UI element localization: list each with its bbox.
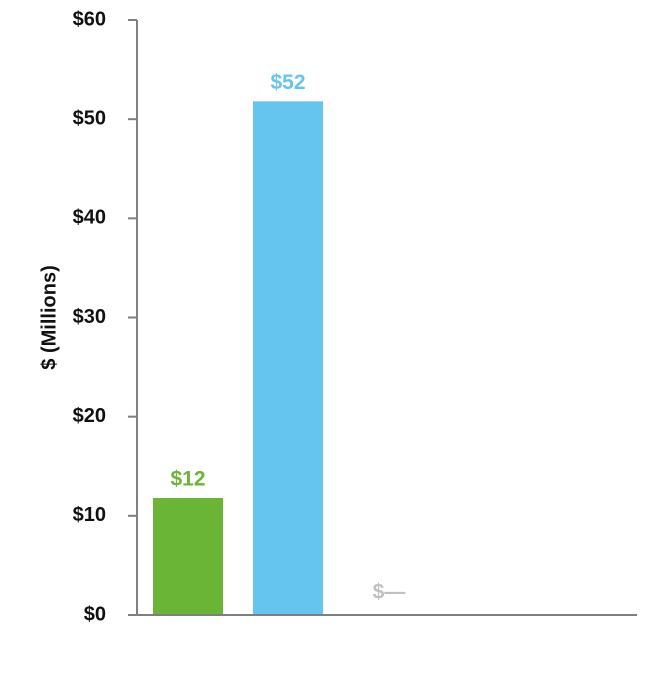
y-axis: $0 $10 $20 $30 $40 $50 $60 — [73, 8, 138, 625]
y-tick-label: $30 — [73, 306, 106, 328]
y-axis-title: $ (Millions) — [38, 265, 60, 369]
bar — [253, 101, 323, 616]
y-tick-label: $0 — [84, 603, 106, 625]
bar — [153, 497, 223, 615]
y-tick-label: $20 — [73, 405, 106, 427]
y-tick-label: $60 — [73, 8, 106, 30]
bar-value-label: $12 — [170, 468, 205, 491]
y-tick-label: $50 — [73, 107, 106, 129]
data-labels: $12 $52 $— — [170, 71, 405, 604]
bar-value-label: $— — [373, 581, 406, 604]
y-tick-label: $10 — [73, 504, 106, 526]
bar-value-label: $52 — [270, 71, 305, 94]
bars — [153, 101, 323, 616]
y-tick-label: $40 — [73, 207, 106, 229]
